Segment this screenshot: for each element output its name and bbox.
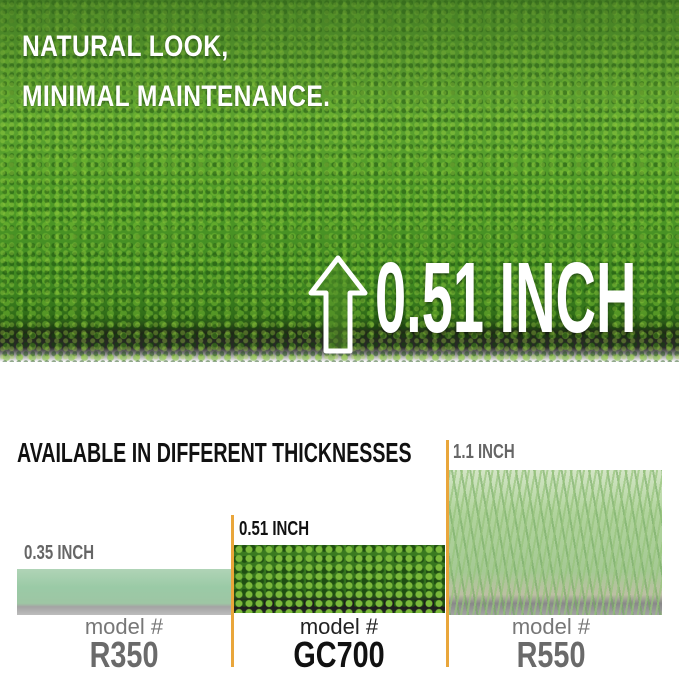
divider-1 [231, 515, 234, 667]
thickness-gc700: 0.51 INCH [239, 518, 310, 540]
height-label: 0.51 INCH [375, 242, 637, 354]
hero-fade [0, 0, 679, 120]
thickness-r350: 0.35 INCH [24, 542, 95, 564]
divider-2 [446, 440, 449, 667]
headline-line-2: MINIMAL MAINTENANCE. [22, 80, 331, 113]
model-code-gc700: GC700 [232, 634, 446, 675]
model-code-gc700-text: GC700 [293, 634, 385, 675]
swatch-r350 [17, 569, 231, 615]
model-code-r550: R550 [444, 634, 658, 675]
swatch-r550 [449, 470, 662, 615]
section-title: AVAILABLE IN DIFFERENT THICKNESSES [17, 437, 412, 468]
headline-line-1: NATURAL LOOK, [22, 30, 229, 63]
model-label-r550: model # [511, 614, 591, 639]
model-code-r350-text: R350 [89, 634, 159, 675]
model-label-r350: model # [84, 614, 164, 639]
model-code-r550-text: R550 [516, 634, 586, 675]
swatch-gc700 [234, 545, 445, 613]
model-label-gc700: model # [299, 614, 379, 639]
model-code-r350: R350 [17, 634, 231, 675]
thickness-r550: 1.1 INCH [453, 441, 515, 463]
arrow-up-icon [308, 255, 368, 354]
hero-turf-image: NATURAL LOOK, MINIMAL MAINTENANCE. 0.51 … [0, 0, 679, 362]
